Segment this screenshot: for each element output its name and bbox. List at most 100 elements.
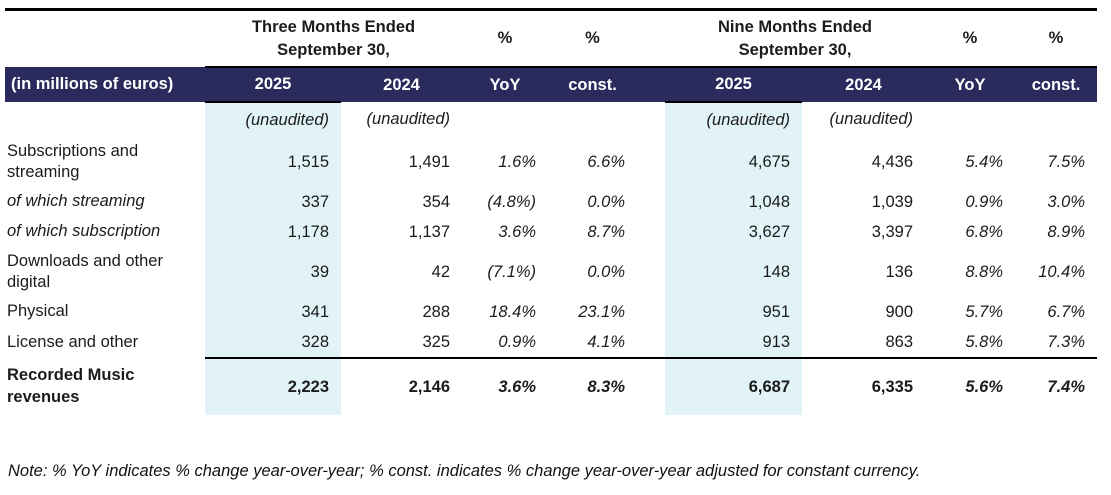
nm-2024-value: 136 <box>885 262 914 281</box>
row-label: Subscriptions and streaming <box>7 141 139 181</box>
revenue-table-page: Three Months Ended September 30, % % Nin… <box>5 8 1098 480</box>
tm-const-value: 0.0% <box>587 262 626 281</box>
row-of-which-streaming: of which streaming 337 354 (4.8%) 0.0% 1… <box>5 187 1097 217</box>
row-of-which-subscription: of which subscription 1,178 1,137 3.6% 8… <box>5 217 1097 247</box>
nine-months-spanner: Nine Months Ended September 30, <box>665 8 926 67</box>
nm-2025-total: 6,687 <box>665 357 803 415</box>
nm-2024-total: 6,335 <box>802 357 926 415</box>
tm-yoy-value: 1.6% <box>498 152 537 171</box>
empty-cell <box>548 102 637 137</box>
nm-2025-value: 951 <box>665 297 803 327</box>
recorded-music-revenue-table: Three Months Ended September 30, % % Nin… <box>5 8 1098 415</box>
nine-months-spanner-line1: Nine Months Ended <box>718 18 873 37</box>
row-label: of which subscription <box>7 222 161 241</box>
nm-2024-unaudited: (unaudited) <box>829 110 914 128</box>
nm-2024-value: 900 <box>885 302 914 321</box>
nm-2025-value: 4,675 <box>665 137 803 187</box>
tm-yoy-value: (4.8%) <box>487 192 537 211</box>
nm-2025-value: 1,048 <box>665 187 803 217</box>
nm-2025-unaudited: (unaudited) <box>665 102 803 137</box>
nm-yoy-total: 5.6% <box>925 357 1016 415</box>
column-header-row: (in millions of euros) 2025 2024 YoY con… <box>5 66 1098 103</box>
nm-yoy-value: 5.7% <box>965 302 1004 321</box>
empty-cell <box>925 102 1015 137</box>
period-spanner-row: Three Months Ended September 30, % % Nin… <box>5 8 1098 67</box>
row-downloads-and-other-digital: Downloads and other digital 39 42 (7.1%)… <box>5 247 1097 297</box>
tm-yoy-value: 3.6% <box>498 222 537 241</box>
three-months-spanner: Three Months Ended September 30, <box>205 8 463 67</box>
three-months-spanner-line2: September 30, <box>277 40 390 59</box>
nm-const-total: 7.4% <box>1015 357 1098 415</box>
gap-cell <box>637 187 665 217</box>
row-label: Physical <box>7 302 69 321</box>
nm-pct-const-header: % <box>1015 8 1098 67</box>
tm-2025-value: 341 <box>205 297 341 327</box>
tm-2025-value: 1,178 <box>205 217 341 247</box>
nm-const-value: 10.4% <box>1038 262 1086 281</box>
row-label-header: (in millions of euros) <box>5 67 205 102</box>
tm-const-total: 8.3% <box>548 357 638 415</box>
footnote: Note: % YoY indicates % change year-over… <box>8 462 921 480</box>
row-label: Downloads and other digital <box>7 251 163 291</box>
row-recorded-music-revenues-total: Recorded Music revenues 2,223 2,146 3.6%… <box>5 357 1098 415</box>
tm-2024-header: 2024 <box>341 66 463 102</box>
header-gap-cell <box>637 66 666 102</box>
tm-const-value: 8.7% <box>587 222 626 241</box>
tm-const-header: const. <box>548 66 638 102</box>
tm-2025-total: 2,223 <box>205 357 341 415</box>
gap-cell <box>637 297 665 327</box>
nm-const-header: const. <box>1015 66 1098 102</box>
nm-yoy-value: 6.8% <box>965 222 1004 241</box>
gap-cell <box>637 137 665 187</box>
nm-2024-value: 4,436 <box>871 152 914 171</box>
unaudited-empty-label <box>5 102 205 137</box>
tm-2025-header: 2025 <box>205 66 341 103</box>
nm-yoy-value: 5.8% <box>965 332 1004 351</box>
spanner-empty-cell <box>5 8 205 67</box>
tm-2025-value: 328 <box>205 327 341 358</box>
nm-2024-value: 1,039 <box>871 192 914 211</box>
nm-const-value: 7.5% <box>1047 152 1086 171</box>
nm-pct-yoy-header: % <box>925 8 1016 67</box>
nm-yoy-value: 5.4% <box>965 152 1004 171</box>
gap-cell <box>637 357 666 415</box>
nm-const-value: 3.0% <box>1047 192 1086 211</box>
row-label: License and other <box>7 332 139 351</box>
tm-2024-value: 1,137 <box>408 222 451 241</box>
tm-pct-const-header: % <box>548 8 638 67</box>
nm-2025-header: 2025 <box>665 66 803 103</box>
nm-const-value: 6.7% <box>1047 302 1086 321</box>
tm-const-value: 6.6% <box>587 152 626 171</box>
tm-2024-value: 288 <box>422 302 451 321</box>
tm-2024-unaudited: (unaudited) <box>366 110 451 128</box>
nm-2024-value: 863 <box>885 332 914 351</box>
nm-const-value: 8.9% <box>1047 222 1086 241</box>
nine-months-spanner-line2: September 30, <box>738 40 852 59</box>
empty-cell <box>1015 102 1097 137</box>
three-months-spanner-line1: Three Months Ended <box>251 18 416 37</box>
tm-2024-value: 325 <box>422 332 451 351</box>
gap-cell <box>637 217 665 247</box>
tm-2024-value: 354 <box>422 192 451 211</box>
tm-yoy-value: (7.1%) <box>487 262 537 281</box>
nm-const-value: 7.3% <box>1047 332 1086 351</box>
nm-2025-value: 3,627 <box>665 217 803 247</box>
row-physical: Physical 341 288 18.4% 23.1% 951 900 5.7… <box>5 297 1097 327</box>
tm-2025-value: 337 <box>205 187 341 217</box>
nm-2025-value: 913 <box>665 327 803 358</box>
tm-yoy-value: 0.9% <box>498 332 537 351</box>
nm-2024-value: 3,397 <box>871 222 914 241</box>
tm-2024-value: 42 <box>431 262 451 281</box>
tm-2024-value: 1,491 <box>408 152 451 171</box>
tm-2024-total: 2,146 <box>341 357 463 415</box>
tm-const-value: 0.0% <box>587 192 626 211</box>
spanner-gap-cell <box>637 8 666 67</box>
nm-yoy-value: 0.9% <box>965 192 1004 211</box>
nm-yoy-value: 8.8% <box>965 262 1004 281</box>
tm-yoy-total: 3.6% <box>462 357 549 415</box>
empty-cell <box>462 102 548 137</box>
tm-2025-unaudited: (unaudited) <box>205 102 341 137</box>
tm-const-value: 23.1% <box>578 302 626 321</box>
gap-cell <box>637 247 665 297</box>
row-license-and-other: License and other 328 325 0.9% 4.1% 913 … <box>5 327 1097 358</box>
